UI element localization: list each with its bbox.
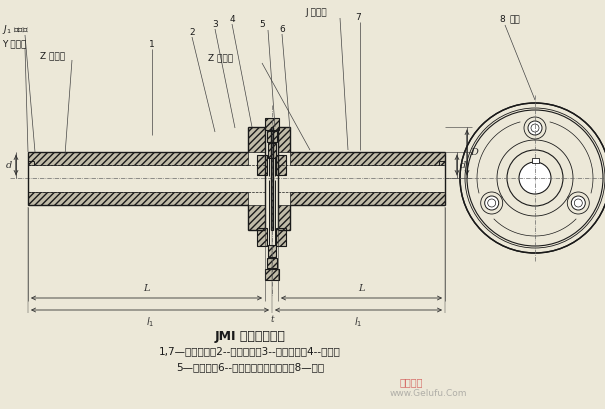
- Text: Z 型轴孔: Z 型轴孔: [40, 51, 65, 60]
- Polygon shape: [28, 192, 248, 205]
- Polygon shape: [278, 205, 290, 230]
- Text: D: D: [470, 148, 478, 157]
- Circle shape: [567, 192, 589, 214]
- Text: 6: 6: [279, 25, 285, 34]
- Circle shape: [460, 103, 605, 253]
- Polygon shape: [290, 192, 445, 205]
- Text: 4: 4: [229, 15, 235, 24]
- Circle shape: [571, 196, 585, 210]
- Polygon shape: [276, 155, 286, 175]
- Text: L: L: [358, 284, 365, 293]
- Bar: [532, 158, 538, 163]
- Polygon shape: [271, 127, 273, 230]
- Text: 7: 7: [355, 13, 361, 22]
- Text: Z 型轴孔: Z 型轴孔: [208, 53, 233, 62]
- Polygon shape: [267, 131, 277, 142]
- Text: $l_1$: $l_1$: [355, 315, 362, 329]
- Text: 1,7—半联轴器；2--扣紧螺母；3--六角螺母；4--隔圈；: 1,7—半联轴器；2--扣紧螺母；3--六角螺母；4--隔圈；: [159, 346, 341, 356]
- Text: Y 型轴孔: Y 型轴孔: [2, 39, 27, 48]
- Polygon shape: [248, 127, 265, 152]
- Text: www.Gelufu.Com: www.Gelufu.Com: [390, 389, 468, 398]
- Text: JMI 型膜片联轴器: JMI 型膜片联轴器: [215, 330, 286, 343]
- Polygon shape: [276, 228, 286, 246]
- Circle shape: [481, 192, 503, 214]
- Text: L: L: [143, 284, 150, 293]
- Polygon shape: [248, 205, 265, 230]
- Text: 普夫机械: 普夫机械: [400, 377, 424, 387]
- Text: 1: 1: [149, 40, 155, 49]
- Polygon shape: [268, 245, 276, 257]
- Text: t: t: [270, 315, 274, 324]
- Polygon shape: [257, 155, 267, 175]
- Text: $J_1$ 型轴孔: $J_1$ 型轴孔: [2, 23, 29, 36]
- Text: 5: 5: [259, 20, 265, 29]
- Polygon shape: [267, 258, 277, 268]
- Polygon shape: [265, 118, 279, 130]
- Circle shape: [519, 162, 551, 194]
- Text: 8: 8: [499, 15, 505, 24]
- Text: 标志: 标志: [510, 15, 521, 24]
- Polygon shape: [265, 269, 279, 280]
- Polygon shape: [290, 152, 445, 165]
- Text: d: d: [460, 160, 466, 169]
- Text: J 型轴孔: J 型轴孔: [305, 8, 327, 17]
- Polygon shape: [278, 127, 290, 152]
- Text: 3: 3: [212, 20, 218, 29]
- Circle shape: [524, 117, 546, 139]
- Text: 5—支承圈；6--六角头铰制孔用螺栓；8—膜片: 5—支承圈；6--六角头铰制孔用螺栓；8—膜片: [176, 362, 324, 372]
- Circle shape: [485, 196, 499, 210]
- Polygon shape: [257, 228, 267, 246]
- Text: 2: 2: [189, 28, 195, 37]
- Text: $l_1$: $l_1$: [146, 315, 154, 329]
- Text: d: d: [6, 160, 12, 169]
- Polygon shape: [268, 143, 276, 158]
- Circle shape: [507, 150, 563, 206]
- Circle shape: [528, 121, 542, 135]
- Polygon shape: [28, 152, 248, 165]
